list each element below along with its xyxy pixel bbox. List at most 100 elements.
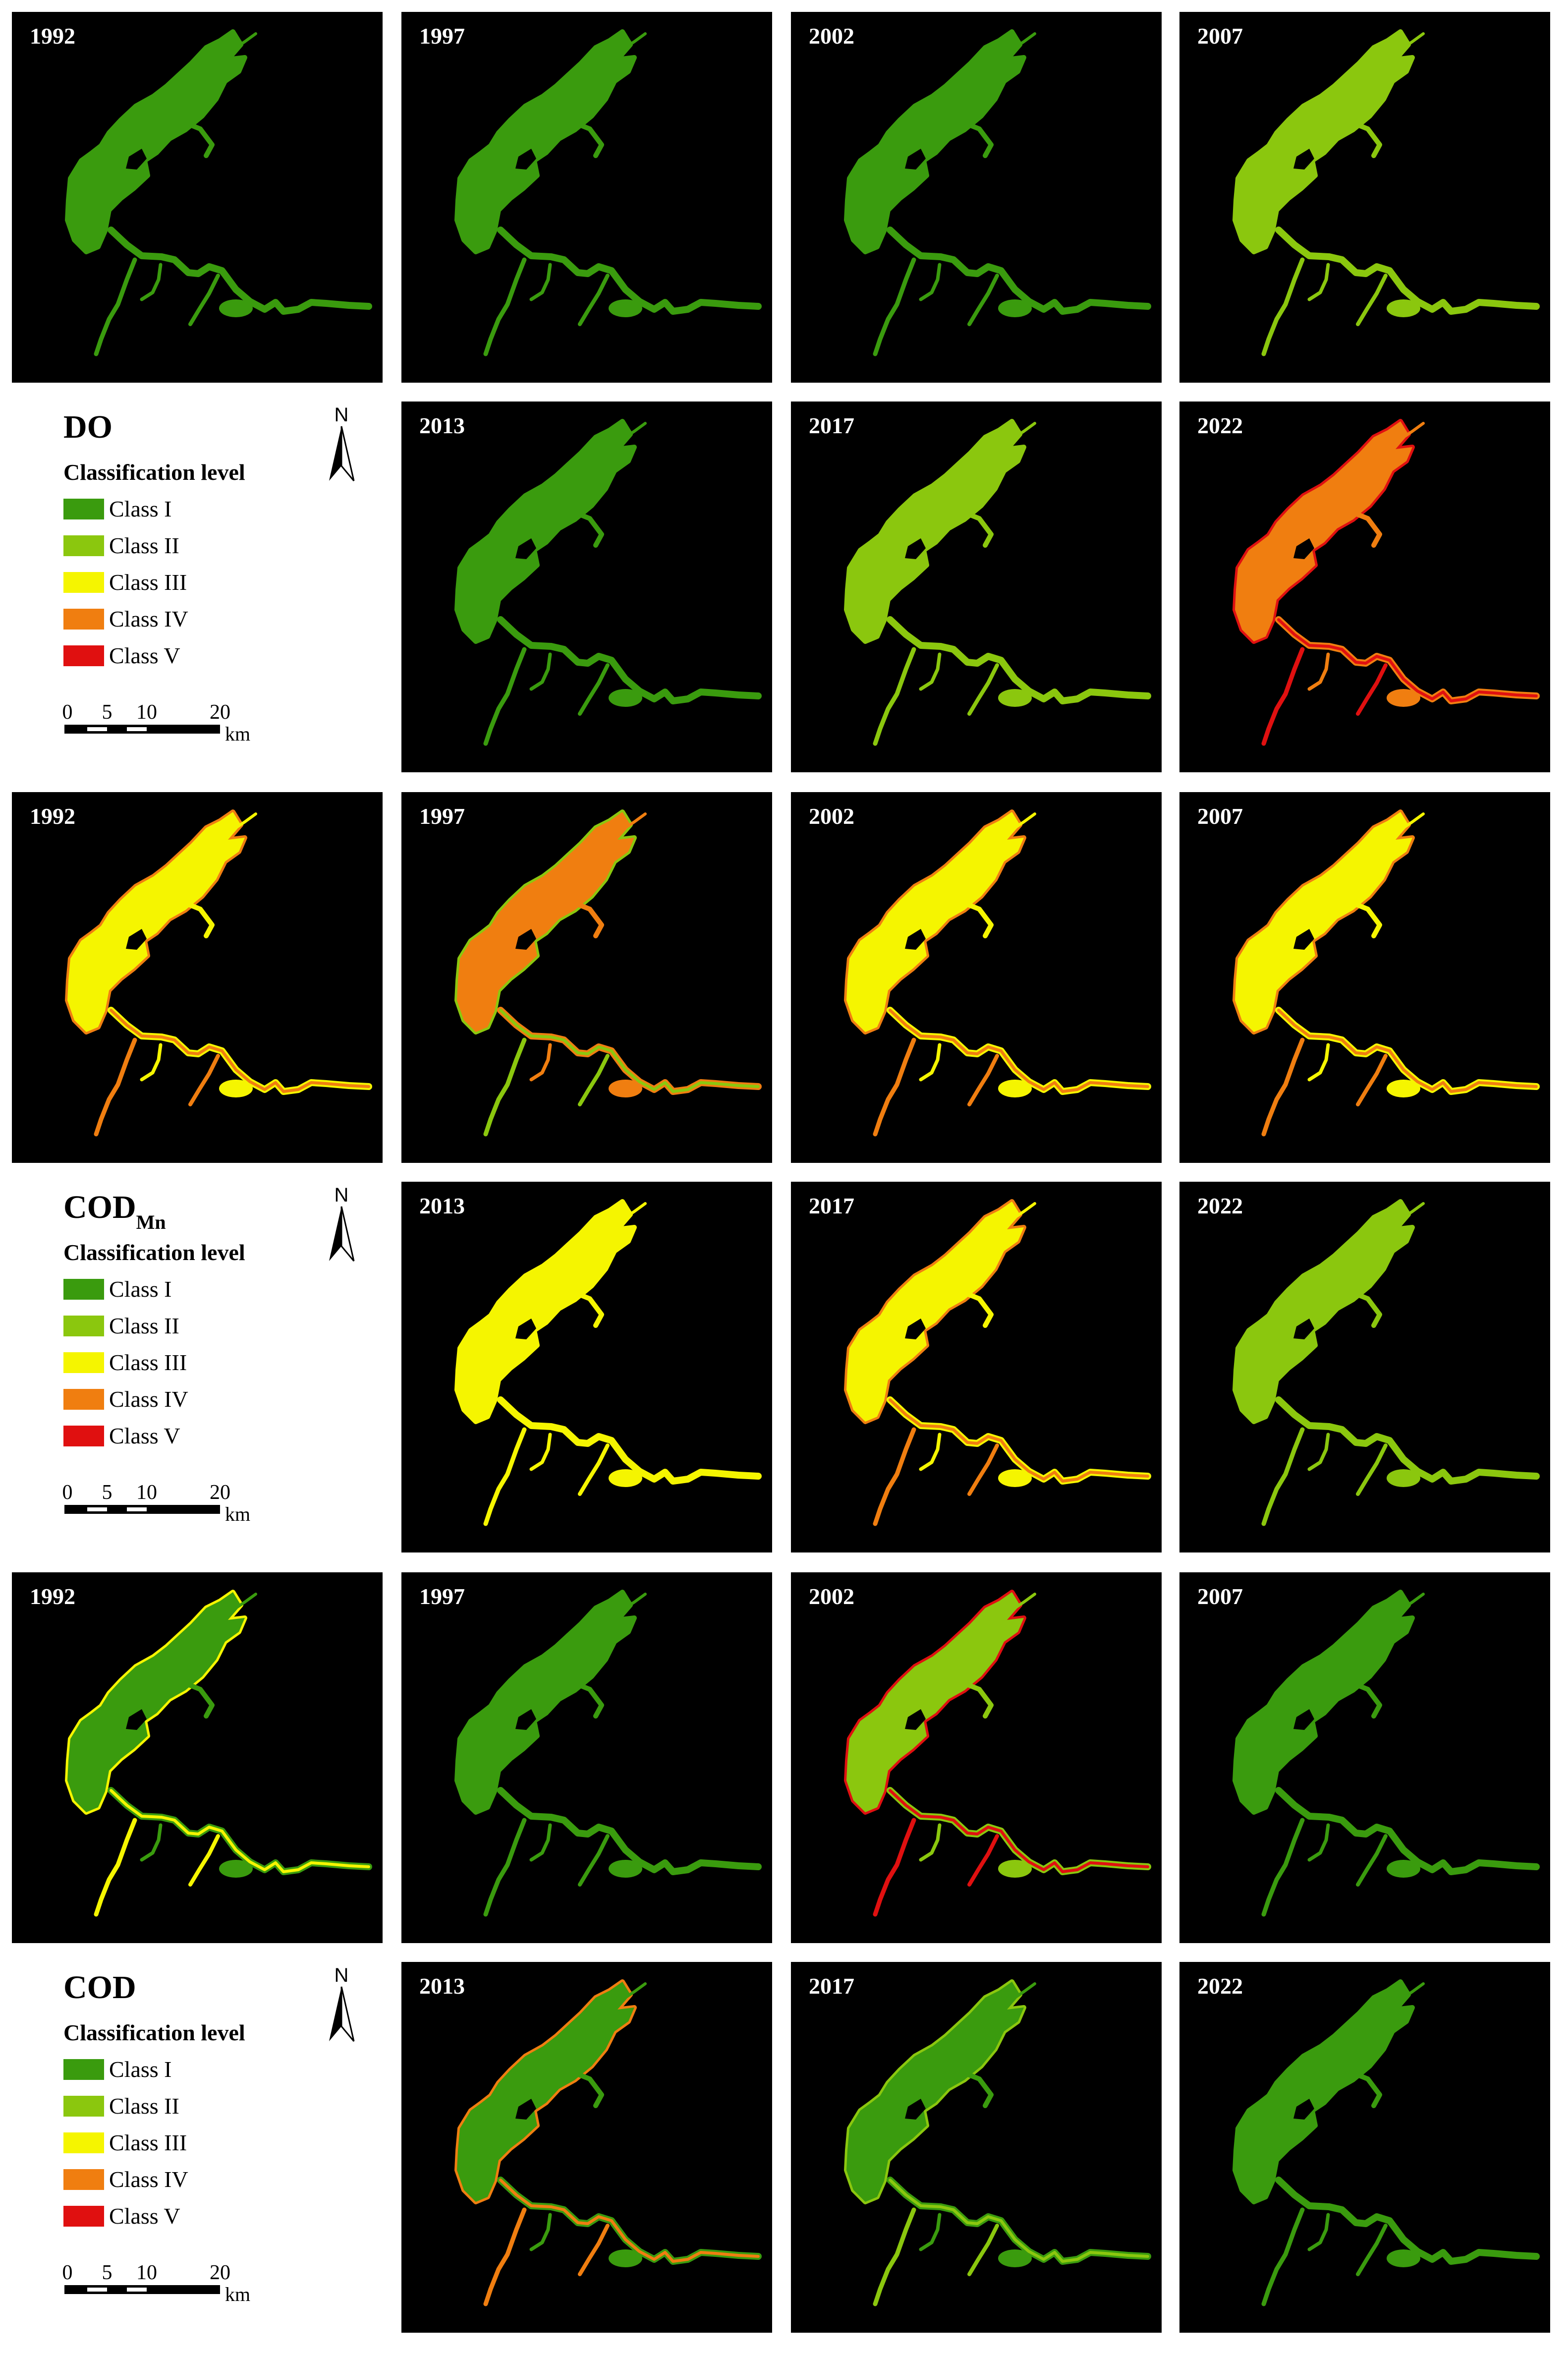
legend-label: Class I bbox=[109, 496, 172, 521]
reservoir-island bbox=[1293, 1709, 1314, 1730]
reservoir-bay bbox=[1387, 2249, 1420, 2267]
channel-branch bbox=[567, 2069, 604, 2108]
channel-mid bbox=[967, 1443, 999, 1496]
channel-left bbox=[1261, 1427, 1305, 1526]
legend-label: Class III bbox=[109, 570, 187, 595]
reservoir-island bbox=[515, 149, 536, 170]
panel-year-label: 2013 bbox=[419, 413, 465, 438]
channel-branch bbox=[567, 118, 604, 158]
reservoir-main-class-area bbox=[457, 1202, 634, 1422]
channel-fork bbox=[919, 652, 942, 691]
panel-year-label: 2007 bbox=[1197, 804, 1243, 829]
legend-label: Class II bbox=[109, 533, 179, 558]
channel-upstream bbox=[618, 1593, 647, 1613]
panel-year-label: 2017 bbox=[809, 1973, 854, 1999]
legend-label: Class V bbox=[109, 643, 180, 668]
reservoir-main-class-area bbox=[457, 1592, 634, 1812]
channel-fork bbox=[1307, 1823, 1330, 1862]
north-label: N bbox=[335, 1184, 349, 1206]
legend-label: Class I bbox=[109, 1276, 172, 1302]
panel-year-label: 2022 bbox=[1197, 1973, 1243, 1999]
channel-left bbox=[1261, 647, 1305, 746]
map-panel: 2007 bbox=[1179, 792, 1550, 1163]
reservoir-bay bbox=[998, 2249, 1032, 2267]
reservoir-island bbox=[1293, 929, 1314, 950]
channel-main bbox=[497, 1787, 762, 1875]
scale-tick-label: 5 bbox=[102, 701, 112, 724]
reservoir-main-class-area bbox=[1235, 421, 1412, 641]
channel-fork bbox=[529, 1043, 552, 1082]
panel-year-label: 2002 bbox=[809, 804, 854, 829]
channel-main bbox=[497, 1007, 762, 1095]
map-panel: 1992 bbox=[12, 792, 383, 1163]
reservoir-bay bbox=[998, 299, 1032, 317]
legend-label: Class IV bbox=[109, 606, 188, 632]
reservoir-bay bbox=[1387, 689, 1420, 707]
channel-fork bbox=[919, 1433, 942, 1471]
channel-main bbox=[887, 1007, 1151, 1095]
channel-main-edge bbox=[499, 1009, 760, 1093]
channel-main-edge bbox=[499, 2179, 760, 2263]
channel-main-edge bbox=[499, 618, 760, 702]
map-panel: 2002 bbox=[791, 12, 1162, 383]
channel-branch bbox=[957, 1288, 994, 1328]
channel-main-edge bbox=[889, 229, 1149, 313]
channel-left bbox=[873, 1427, 916, 1526]
reservoir-bay bbox=[609, 1080, 642, 1097]
channel-left bbox=[873, 257, 916, 356]
legend-label: Class IV bbox=[109, 1386, 188, 1412]
reservoir-bay bbox=[609, 299, 642, 317]
channel-branch bbox=[1345, 2069, 1382, 2108]
reservoir-map bbox=[1232, 1590, 1540, 1917]
channel-main-edge bbox=[110, 229, 370, 313]
channel-left bbox=[483, 2207, 527, 2306]
channel-upstream bbox=[618, 812, 647, 833]
channel-fork bbox=[140, 1043, 163, 1082]
channel-upstream bbox=[1396, 32, 1425, 53]
scale-tick-label: 5 bbox=[102, 1481, 112, 1504]
legend-subtitle: Classification level bbox=[63, 460, 245, 485]
map-panel: 1997 bbox=[401, 1572, 772, 1943]
map-panel: 2013 bbox=[401, 402, 772, 772]
scale-tick-label: 20 bbox=[210, 1481, 230, 1504]
panel-year-label: 2013 bbox=[419, 1973, 465, 1999]
reservoir-main-class-area bbox=[846, 421, 1024, 641]
channel-fork bbox=[529, 1823, 552, 1862]
reservoir-island bbox=[1293, 1319, 1314, 1339]
reservoir-bay bbox=[1387, 1469, 1420, 1487]
channel-left bbox=[483, 1818, 527, 1917]
reservoir-bay bbox=[219, 1080, 253, 1097]
scale-unit: km bbox=[225, 723, 250, 745]
channel-left bbox=[483, 257, 527, 356]
channel-upstream bbox=[618, 1982, 647, 2003]
reservoir-bay bbox=[1387, 299, 1420, 317]
channel-left bbox=[873, 647, 916, 746]
scale-unit: km bbox=[225, 1503, 250, 1525]
channel-branch bbox=[178, 1679, 215, 1719]
panel-year-label: 1997 bbox=[419, 1584, 465, 1609]
channel-fork bbox=[1307, 1433, 1330, 1471]
panel-year-label: 1992 bbox=[30, 23, 75, 49]
panel-year-label: 2022 bbox=[1197, 413, 1243, 438]
reservoir-main-class-area bbox=[846, 1982, 1024, 2202]
reservoir-map bbox=[1232, 419, 1540, 746]
panel-year-label: 2007 bbox=[1197, 1584, 1243, 1609]
legend-label: Class IV bbox=[109, 2167, 188, 2192]
channel-left bbox=[1261, 1037, 1305, 1137]
channel-main bbox=[1275, 616, 1540, 704]
channel-mid bbox=[967, 1054, 999, 1106]
channel-upstream bbox=[1008, 422, 1036, 443]
reservoir-map bbox=[454, 1979, 762, 2306]
channel-main bbox=[1275, 1787, 1540, 1875]
map-legend: COD Classification level Class I Class II Cl… bbox=[12, 1962, 383, 2333]
channel-branch bbox=[178, 899, 215, 938]
north-arrow-icon: N bbox=[329, 404, 355, 481]
channel-left bbox=[1261, 257, 1305, 356]
channel-branch bbox=[957, 508, 994, 548]
panel-year-label: 1992 bbox=[30, 804, 75, 829]
indicator-subscript: Mn bbox=[136, 1211, 166, 1233]
panel-year-label: 1997 bbox=[419, 23, 465, 49]
channel-main bbox=[108, 1007, 372, 1095]
channel-mid bbox=[1356, 274, 1388, 326]
channel-fork bbox=[529, 2213, 552, 2251]
